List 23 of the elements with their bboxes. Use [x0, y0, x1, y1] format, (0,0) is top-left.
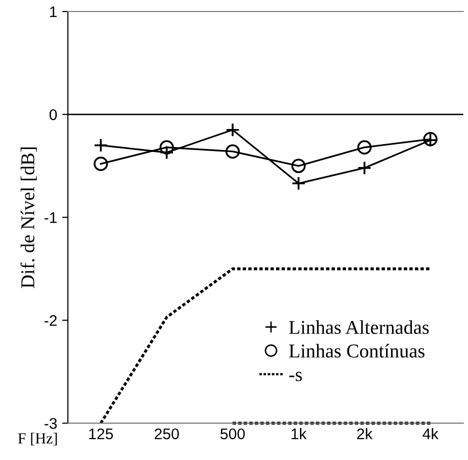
- x-tick-label: 2k: [357, 428, 373, 440]
- x-axis-title: F [Hz]: [18, 432, 57, 446]
- x-tick-label: 500: [220, 428, 245, 440]
- y-tick-label: -3: [44, 418, 57, 429]
- y-tick-label: 0: [50, 109, 57, 120]
- point: [357, 140, 372, 155]
- point: [160, 140, 174, 155]
- legend-label: Linhas Contínuas: [289, 344, 424, 358]
- point: [291, 158, 306, 174]
- y-tick-label: 1: [50, 6, 57, 18]
- x-tick-label: 4k: [422, 428, 438, 440]
- point: [225, 122, 240, 138]
- legend-label: -s: [289, 372, 302, 382]
- x-tick-label: 125: [89, 428, 113, 440]
- x-tick-label: 1k: [292, 428, 307, 440]
- y-tick-label: -1: [44, 212, 57, 223]
- point: [94, 156, 108, 171]
- x-tick-label: 250: [154, 428, 179, 440]
- point: [225, 144, 240, 159]
- point: [94, 138, 108, 152]
- legend-label: Linhas Alternadas: [289, 320, 429, 334]
- y-axis-title: Dif. de Nível [dB]: [20, 148, 37, 288]
- y-tick-label: -2: [44, 315, 57, 326]
